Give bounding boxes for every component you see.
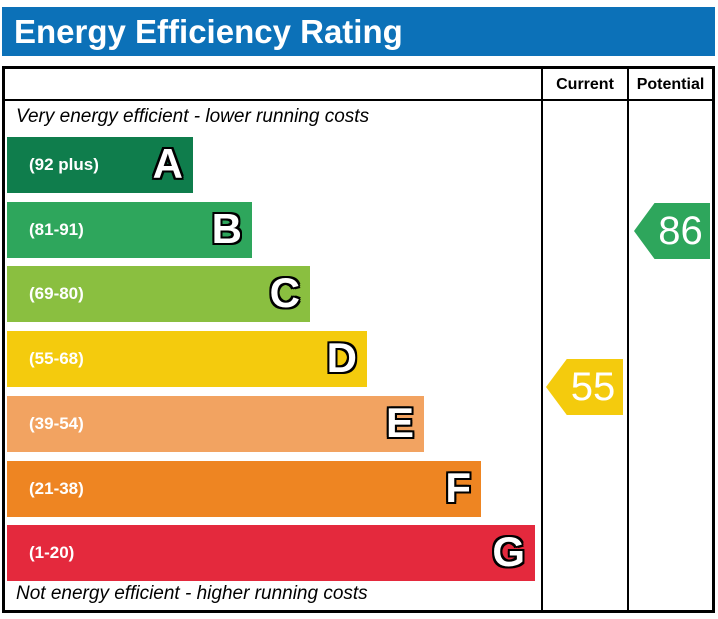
band-letter-a: A: [152, 140, 183, 188]
column-header-current: Current: [556, 76, 614, 93]
band-row-a: (92 plus) A: [7, 137, 193, 193]
band-range-label-b: (81-91): [29, 220, 84, 239]
potential-rating-marker: 86: [634, 203, 710, 259]
current-rating-value: 55: [570, 365, 616, 409]
rating-table: Current Potential Very energy efficient …: [2, 66, 715, 613]
band-letter-f: F: [445, 464, 471, 512]
band-letter-d: D: [326, 334, 357, 382]
band-row-d: (55-68) D: [7, 331, 367, 387]
title-bar: Energy Efficiency Rating: [2, 7, 715, 56]
current-column-divider: [541, 69, 543, 610]
band-row-e: (39-54) E: [7, 396, 424, 452]
band-range-label-d: (55-68): [29, 349, 84, 368]
header-divider-line: [5, 99, 712, 101]
page-title: Energy Efficiency Rating: [14, 12, 403, 50]
band-row-g: (1-20) G: [7, 525, 535, 581]
top-note: Very energy efficient - lower running co…: [16, 106, 370, 127]
band-row-b: (81-91) B: [7, 202, 252, 258]
band-letter-e: E: [385, 399, 414, 447]
band-range-label-a: (92 plus): [29, 155, 99, 174]
band-row-f: (21-38) F: [7, 461, 481, 517]
potential-column-divider: [627, 69, 629, 610]
band-range-label-g: (1-20): [29, 543, 75, 562]
band-letter-g: G: [492, 528, 525, 576]
potential-rating-value: 86: [658, 209, 703, 253]
band-row-c: (69-80) C: [7, 266, 310, 322]
band-letter-c: C: [269, 269, 300, 317]
bottom-note: Not energy efficient - higher running co…: [16, 583, 368, 604]
current-rating-marker: 55: [546, 359, 623, 415]
band-range-label-e: (39-54): [29, 414, 84, 433]
band-letter-b: B: [211, 205, 242, 253]
column-header-potential: Potential: [636, 76, 705, 93]
band-range-label-f: (21-38): [29, 479, 84, 498]
band-range-label-c: (69-80): [29, 284, 84, 303]
